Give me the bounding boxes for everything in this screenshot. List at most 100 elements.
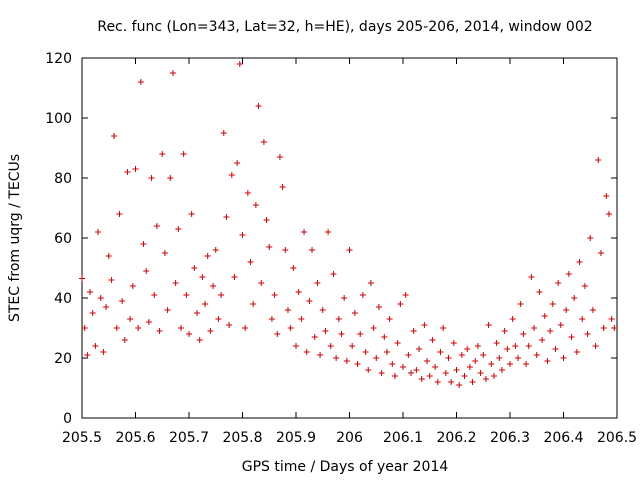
data-point xyxy=(282,247,289,253)
data-point xyxy=(490,373,497,379)
data-point xyxy=(579,316,586,322)
data-point xyxy=(394,340,401,346)
data-point xyxy=(389,361,396,367)
data-point xyxy=(255,103,262,109)
data-point xyxy=(322,328,329,334)
y-tick-label: 60 xyxy=(54,231,72,247)
data-point xyxy=(375,304,382,310)
data-point xyxy=(279,184,286,190)
data-point xyxy=(466,364,473,370)
data-point xyxy=(525,343,532,349)
data-point xyxy=(464,346,471,352)
data-point xyxy=(188,211,195,217)
data-point xyxy=(124,169,131,175)
data-point xyxy=(276,154,283,160)
data-point xyxy=(391,373,398,379)
data-point xyxy=(274,331,281,337)
data-point xyxy=(92,343,99,349)
data-point xyxy=(89,310,96,316)
data-point xyxy=(330,271,337,277)
data-point xyxy=(587,235,594,241)
data-point xyxy=(242,325,249,331)
data-point xyxy=(448,379,455,385)
data-point xyxy=(589,307,596,313)
data-point xyxy=(301,229,308,235)
data-point xyxy=(373,355,380,361)
data-point xyxy=(541,313,548,319)
data-point xyxy=(477,370,484,376)
data-point xyxy=(413,367,420,373)
data-point xyxy=(456,382,463,388)
data-point xyxy=(437,349,444,355)
data-point xyxy=(386,316,393,322)
data-point xyxy=(164,307,171,313)
data-point xyxy=(156,328,163,334)
data-point xyxy=(295,289,302,295)
data-point xyxy=(314,280,321,286)
data-point xyxy=(183,292,190,298)
data-point xyxy=(239,232,246,238)
data-point xyxy=(148,175,155,181)
data-point xyxy=(381,334,388,340)
data-point xyxy=(531,325,538,331)
data-point xyxy=(501,328,508,334)
data-point xyxy=(482,376,489,382)
data-point xyxy=(234,160,241,166)
data-point xyxy=(311,334,318,340)
data-point xyxy=(378,370,385,376)
data-point xyxy=(512,343,519,349)
data-point xyxy=(354,361,361,367)
data-point xyxy=(343,358,350,364)
data-point xyxy=(362,349,369,355)
data-point xyxy=(424,358,431,364)
y-tick-label: 120 xyxy=(45,51,72,67)
data-point xyxy=(127,316,134,322)
data-point xyxy=(266,244,273,250)
data-point xyxy=(504,346,511,352)
data-point xyxy=(258,280,265,286)
data-point xyxy=(418,376,425,382)
data-point xyxy=(480,352,487,358)
data-point xyxy=(346,247,353,253)
x-tick-label: 206.5 xyxy=(597,430,637,446)
data-point xyxy=(87,289,94,295)
data-point xyxy=(180,151,187,157)
data-point xyxy=(365,367,372,373)
data-point xyxy=(293,343,299,349)
data-point xyxy=(250,301,257,307)
data-point xyxy=(461,373,468,379)
data-point xyxy=(383,349,390,355)
axis-ticks: 205.5 205.6 205.7 205.8 205.9 206 206.1 206.2 20… xyxy=(45,51,637,446)
data-point xyxy=(263,217,270,223)
data-point xyxy=(194,310,201,316)
x-tick-label: 205.5 xyxy=(62,430,102,446)
data-point xyxy=(298,316,305,322)
data-point xyxy=(592,343,599,349)
data-point xyxy=(338,331,345,337)
data-points xyxy=(79,61,618,388)
data-point xyxy=(199,274,206,280)
data-point xyxy=(260,139,267,145)
data-point xyxy=(405,352,412,358)
data-point xyxy=(226,322,233,328)
data-point xyxy=(597,250,604,256)
data-point xyxy=(560,355,567,361)
data-point xyxy=(116,211,123,217)
data-point xyxy=(319,307,326,313)
data-point xyxy=(119,298,126,304)
y-tick-label: 0 xyxy=(63,411,72,427)
data-point xyxy=(584,331,591,337)
data-point xyxy=(113,325,120,331)
data-point xyxy=(210,283,217,289)
data-point xyxy=(135,325,142,331)
plot-frame xyxy=(81,57,618,419)
x-tick-label: 205.9 xyxy=(276,430,316,446)
data-point xyxy=(370,325,377,331)
data-point xyxy=(287,325,294,331)
data-point xyxy=(121,337,128,343)
y-tick-label: 100 xyxy=(45,111,72,127)
data-point xyxy=(595,157,602,163)
data-point xyxy=(440,325,447,331)
data-point xyxy=(400,364,406,370)
